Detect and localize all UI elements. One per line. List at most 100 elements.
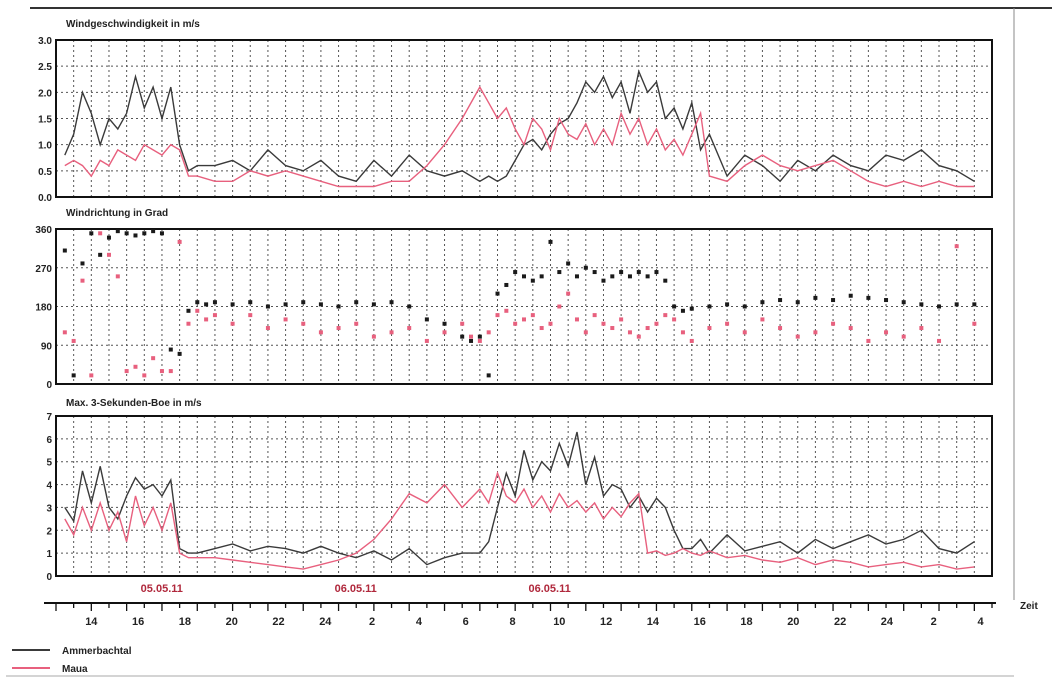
data-point-maua <box>813 330 818 335</box>
data-point-maua <box>89 373 94 378</box>
data-point-maua <box>619 317 624 322</box>
data-point-ammerbachtal <box>522 274 526 279</box>
data-point-maua <box>672 317 677 322</box>
series-line-maua <box>64 85 975 188</box>
data-point-maua <box>627 330 632 335</box>
y-tick-label: 7 <box>46 412 52 423</box>
data-point-maua <box>778 326 783 331</box>
data-point-ammerbachtal <box>424 317 429 322</box>
data-point-ammerbachtal <box>831 298 836 303</box>
data-point-ammerbachtal <box>610 274 615 279</box>
data-point-maua <box>901 334 906 339</box>
data-point-ammerbachtal <box>142 231 147 236</box>
data-point-ammerbachtal <box>265 304 270 309</box>
data-point-ammerbachtal <box>513 270 518 275</box>
data-point-ammerbachtal <box>627 274 632 279</box>
data-point-ammerbachtal <box>742 304 747 309</box>
data-point-maua <box>680 330 685 335</box>
y-tick-label: 3 <box>46 503 52 514</box>
data-point-maua <box>106 252 111 257</box>
data-point-maua <box>301 321 306 326</box>
data-point-maua <box>424 338 429 343</box>
data-point-maua <box>177 239 182 244</box>
data-point-ammerbachtal <box>98 252 103 257</box>
data-point-maua <box>972 321 977 326</box>
data-point-maua <box>513 321 518 326</box>
data-point-maua <box>98 231 103 236</box>
data-point-maua <box>71 338 76 343</box>
data-point-maua <box>336 326 341 331</box>
y-tick-label: 180 <box>35 303 52 314</box>
data-point-ammerbachtal <box>151 229 156 234</box>
data-point-maua <box>831 321 836 326</box>
data-point-maua <box>884 330 889 335</box>
data-point-maua <box>133 364 138 369</box>
x-tick-label: 12 <box>600 616 612 628</box>
y-tick-label: 2.5 <box>38 62 52 73</box>
x-axis: 14 16 18 20 22 24 2 4 6 8 10 12 14 16 18 20 22 24 2 4 <box>44 602 996 628</box>
data-point-ammerbachtal <box>177 351 182 356</box>
data-point-ammerbachtal <box>884 298 889 303</box>
date-label: 06.05.11 <box>335 583 377 595</box>
y-tick-label: 0 <box>46 380 52 391</box>
y-tick-label: 1.0 <box>38 141 52 152</box>
data-point-maua <box>592 313 597 318</box>
x-tick-label: 20 <box>226 616 238 628</box>
date-labels: 05.05.11 06.05.11 06.05.11 <box>141 583 571 595</box>
data-point-ammerbachtal <box>204 302 209 307</box>
data-point-maua <box>645 326 650 331</box>
data-point-ammerbachtal <box>663 278 668 283</box>
data-point-ammerbachtal <box>159 231 164 236</box>
x-tick-label: 6 <box>463 616 469 628</box>
data-point-ammerbachtal <box>318 302 323 307</box>
data-point-ammerbachtal <box>504 282 509 287</box>
data-point-ammerbachtal <box>539 274 544 279</box>
panel-title: Max. 3-Sekunden-Boe in m/s <box>66 398 202 409</box>
x-tick-label: 4 <box>977 616 984 628</box>
data-point-ammerbachtal <box>583 265 588 270</box>
data-point-maua <box>477 338 482 343</box>
x-axis-title: Zeit <box>1020 601 1038 612</box>
panel-max-gust: Max. 3-Sekunden-Boe in m/s 0 1 2 3 4 5 6 7 <box>46 398 993 583</box>
y-tick-label: 4 <box>46 481 52 492</box>
data-point-ammerbachtal <box>592 270 597 275</box>
data-point-ammerbachtal <box>636 270 641 275</box>
data-point-ammerbachtal <box>354 300 359 305</box>
data-point-ammerbachtal <box>133 233 138 238</box>
data-point-ammerbachtal <box>574 274 579 279</box>
data-point-maua <box>407 326 412 331</box>
data-point-maua <box>504 308 509 313</box>
data-point-maua <box>548 321 553 326</box>
data-point-maua <box>610 326 615 331</box>
y-tick-label: 3.0 <box>38 36 52 47</box>
x-tick-label: 14 <box>647 616 660 628</box>
x-tick-label: 18 <box>740 616 752 628</box>
data-point-maua <box>539 326 544 331</box>
x-tick-label: 22 <box>272 616 284 628</box>
data-point-maua <box>442 330 447 335</box>
data-point-ammerbachtal <box>689 306 694 311</box>
data-point-maua <box>354 321 359 326</box>
panel-title: Windrichtung in Grad <box>66 208 168 219</box>
data-point-maua <box>283 317 288 322</box>
data-point-ammerbachtal <box>495 291 500 296</box>
data-point-ammerbachtal <box>477 334 482 339</box>
data-point-maua <box>142 373 147 378</box>
data-point-ammerbachtal <box>672 304 677 309</box>
data-point-maua <box>124 369 129 374</box>
data-point-ammerbachtal <box>389 300 394 305</box>
data-point-maua <box>601 321 606 326</box>
data-point-maua <box>937 338 942 343</box>
y-tick-label: 6 <box>46 435 52 446</box>
data-point-maua <box>574 317 579 322</box>
panel-wind-direction: Windrichtung in Grad 0 90 180 270 360 <box>35 208 993 391</box>
data-point-ammerbachtal <box>460 334 465 339</box>
data-point-ammerbachtal <box>230 302 235 307</box>
data-point-ammerbachtal <box>186 308 191 313</box>
data-point-maua <box>848 326 853 331</box>
x-tick-label: 16 <box>694 616 706 628</box>
data-point-maua <box>186 321 191 326</box>
data-point-maua <box>530 313 535 318</box>
data-point-ammerbachtal <box>89 231 94 236</box>
y-tick-label: 0.0 <box>38 193 52 204</box>
